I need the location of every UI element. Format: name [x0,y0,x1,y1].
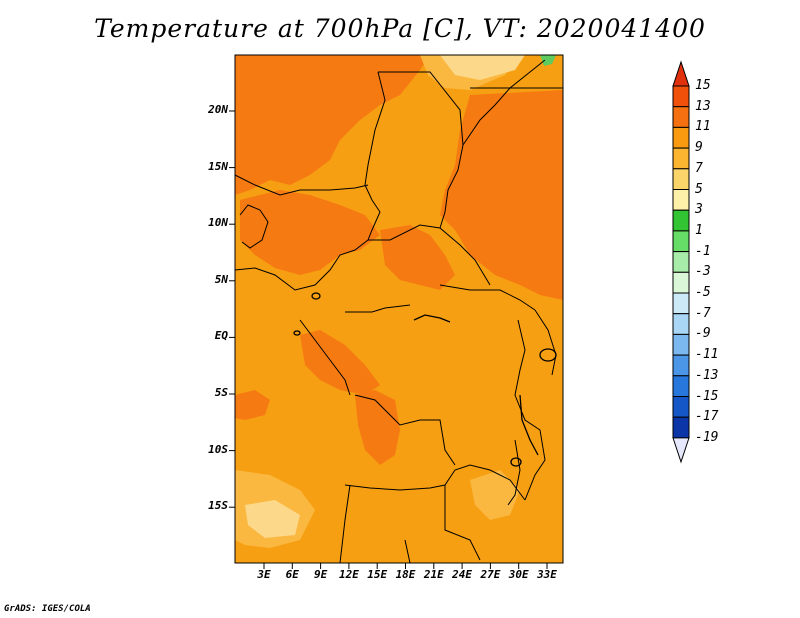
colorbar-top-arrow [672,60,690,87]
colorbar-swatch [672,396,690,418]
lat-label: EQ [214,329,228,343]
temperature-field [235,55,563,563]
colorbar-level-label: -13 [695,367,719,383]
lat-label: 15S [208,499,228,513]
temp-fill-11-north [235,55,430,195]
temp-fill-11-coast [235,390,270,420]
lon-label: 33E [537,568,557,581]
colorbar-swatch [672,333,690,356]
colorbar-level-label: -11 [695,347,719,363]
lon-label: 18E [395,568,416,581]
colorbar-level-label: -5 [695,285,711,300]
colorbar-level-label: -3 [695,264,711,280]
colorbar-swatch [672,209,690,232]
lon-label: 9E [313,568,328,581]
lon-label: 15E [367,568,388,581]
colorbar-level-label: 7 [695,160,703,176]
lat-label: 15N [208,159,228,173]
colorbar-swatch [672,354,690,377]
lat-label: 5N [214,272,228,286]
colorbar-swatch [672,85,690,108]
temp-fill-5-north [440,55,525,80]
colorbar-swatch [672,189,690,211]
colorbar-level-label: 11 [695,119,711,135]
colorbar-level-label: -15 [695,388,719,404]
colorbar-level-label: -19 [695,429,719,445]
lon-label: 12E [338,568,359,581]
colorbar-swatch [672,106,690,128]
colorbar-swatch [672,271,690,294]
lon-label: 30E [508,568,529,581]
colorbar-level-label: 3 [695,202,703,218]
colorbar-swatch [672,292,690,315]
colorbar-level-label: -9 [695,326,711,342]
colorbar-swatch [672,230,690,253]
lon-label: 3E [257,568,271,581]
temp-fill-7-highlands [470,470,520,520]
colorbar [672,60,690,464]
credit-text: GrADS: IGES/COLA [4,604,91,614]
colorbar-level-label: -17 [695,409,719,425]
temp-fill-11-south [355,390,400,465]
colorbar-level-label: -7 [695,305,711,321]
country-borders [234,59,563,564]
colorbar-level-label: 9 [695,140,703,156]
temp-fill-5-southwest [245,500,300,538]
lat-label: 10S [208,442,228,456]
colorbar-swatch [672,416,690,439]
colorbar-level-label: 13 [695,98,711,114]
map-frame [234,54,564,564]
lon-label: 21E [423,568,444,581]
lon-label: 27E [480,568,501,581]
colorbar-bottom-arrow [672,437,690,464]
lon-label: 24E [452,568,473,581]
temp-fill-11-central [380,225,455,290]
colorbar-swatch [672,147,690,170]
temp-fill-1-spot [540,55,556,66]
colorbar-level-label: 1 [695,222,703,238]
colorbar-swatch [672,126,690,149]
colorbar-level-label: 5 [695,181,703,197]
colorbar-swatch [672,168,690,191]
colorbar-level-label: -1 [695,243,711,259]
lon-label: 6E [285,568,299,581]
colorbar-swatch [672,251,690,273]
colorbar-swatch [672,313,690,335]
lat-label: 20N [208,103,228,116]
colorbar-swatch [672,375,690,397]
colorbar-level-label: 15 [695,78,711,93]
lat-label: 5S [214,386,228,399]
lat-label: 10N [208,216,228,230]
chart-title: Temperature at 700hPa [C], VT: 202004140… [94,14,706,43]
axis-ticks [229,110,548,569]
lakes [293,292,557,467]
temp-fill-11-east [440,90,563,300]
